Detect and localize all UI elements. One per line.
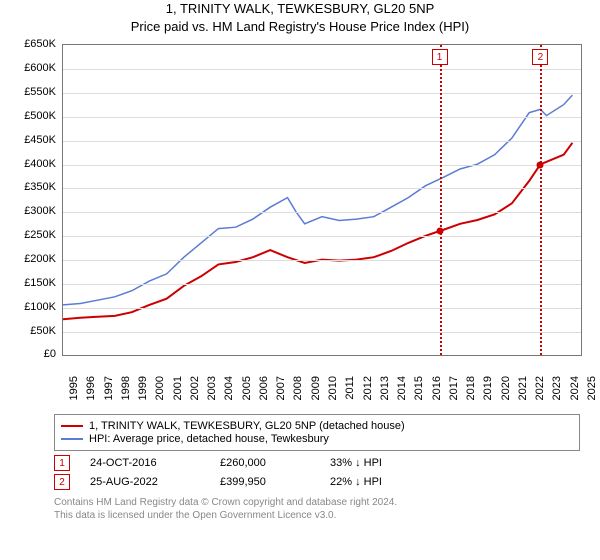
x-tick-label: 2012 <box>362 376 374 400</box>
y-tick-label: £400K <box>16 158 56 170</box>
x-tick-label: 2009 <box>310 376 322 400</box>
x-tick-label: 2003 <box>206 376 218 400</box>
chart-area: £0£50K£100K£150K£200K£250K£300K£350K£400… <box>16 44 584 354</box>
legend-label: HPI: Average price, detached house, Tewk… <box>89 433 329 445</box>
x-tick-label: 2005 <box>241 376 253 400</box>
y-tick-label: £450K <box>16 134 56 146</box>
legend-swatch <box>61 438 83 440</box>
y-tick-label: £350K <box>16 181 56 193</box>
sale-price: £260,000 <box>220 457 310 469</box>
x-tick-label: 2024 <box>569 376 581 400</box>
x-tick-label: 1999 <box>137 376 149 400</box>
y-tick-label: £50K <box>16 325 56 337</box>
x-tick-label: 2018 <box>465 376 477 400</box>
x-tick-label: 2001 <box>172 376 184 400</box>
y-tick-label: £650K <box>16 38 56 50</box>
x-tick-label: 2021 <box>517 376 529 400</box>
title-line1: 1, TRINITY WALK, TEWKESBURY, GL20 5NP <box>0 0 600 18</box>
x-tick-label: 2004 <box>224 376 236 400</box>
x-tick-label: 1998 <box>120 376 132 400</box>
legend: 1, TRINITY WALK, TEWKESBURY, GL20 5NP (d… <box>54 414 580 451</box>
legend-item: HPI: Average price, detached house, Tewk… <box>61 433 573 445</box>
footnote-line1: Contains HM Land Registry data © Crown c… <box>54 496 580 509</box>
sale-diff: 22% ↓ HPI <box>330 476 382 488</box>
legend-item: 1, TRINITY WALK, TEWKESBURY, GL20 5NP (d… <box>61 420 573 432</box>
series-line <box>63 95 572 305</box>
y-tick-label: £250K <box>16 229 56 241</box>
x-tick-label: 2020 <box>500 376 512 400</box>
y-tick-label: £0 <box>16 348 56 360</box>
chart-svg <box>63 45 581 355</box>
x-tick-label: 2022 <box>534 376 546 400</box>
x-tick-label: 2019 <box>483 376 495 400</box>
y-tick-label: £150K <box>16 277 56 289</box>
x-tick-label: 1995 <box>68 376 80 400</box>
sales-table: 1 24-OCT-2016 £260,000 33% ↓ HPI 2 25-AUG-202… <box>54 455 580 490</box>
sale-row: 1 24-OCT-2016 £260,000 33% ↓ HPI <box>54 455 580 471</box>
x-tick-label: 2007 <box>275 376 287 400</box>
x-tick-label: 2017 <box>448 376 460 400</box>
y-tick-label: £200K <box>16 253 56 265</box>
legend-label: 1, TRINITY WALK, TEWKESBURY, GL20 5NP (d… <box>89 420 405 432</box>
x-tick-label: 2023 <box>552 376 564 400</box>
sale-row-badge: 1 <box>54 455 70 471</box>
sale-badge: 1 <box>432 49 448 65</box>
x-tick-label: 2000 <box>155 376 167 400</box>
y-tick-label: £100K <box>16 301 56 313</box>
x-tick-label: 2013 <box>379 376 391 400</box>
sale-badge: 2 <box>532 49 548 65</box>
x-tick-label: 2011 <box>344 376 356 400</box>
x-tick-label: 2008 <box>293 376 305 400</box>
x-tick-label: 2002 <box>189 376 201 400</box>
x-tick-label: 2015 <box>414 376 426 400</box>
y-tick-label: £600K <box>16 62 56 74</box>
plot-region: 12 <box>62 44 582 356</box>
sale-date: 24-OCT-2016 <box>90 457 200 469</box>
x-tick-label: 1996 <box>86 376 98 400</box>
footnote-line2: This data is licensed under the Open Gov… <box>54 509 580 522</box>
sale-diff: 33% ↓ HPI <box>330 457 382 469</box>
x-tick-label: 2006 <box>258 376 270 400</box>
sale-row-badge: 2 <box>54 474 70 490</box>
sale-price: £399,950 <box>220 476 310 488</box>
x-tick-label: 1997 <box>103 376 115 400</box>
chart-title: 1, TRINITY WALK, TEWKESBURY, GL20 5NP Pr… <box>0 0 600 36</box>
sale-row: 2 25-AUG-2022 £399,950 22% ↓ HPI <box>54 474 580 490</box>
x-tick-label: 2014 <box>396 376 408 400</box>
footnote: Contains HM Land Registry data © Crown c… <box>54 496 580 522</box>
x-tick-label: 2016 <box>431 376 443 400</box>
y-tick-label: £550K <box>16 86 56 98</box>
x-tick-label: 2025 <box>586 376 598 400</box>
y-tick-label: £300K <box>16 205 56 217</box>
legend-swatch <box>61 425 83 427</box>
series-line <box>63 143 572 319</box>
title-line2: Price paid vs. HM Land Registry's House … <box>0 18 600 36</box>
y-tick-label: £500K <box>16 110 56 122</box>
sale-date: 25-AUG-2022 <box>90 476 200 488</box>
sale-point-dot <box>537 161 544 168</box>
x-tick-label: 2010 <box>327 376 339 400</box>
sale-point-dot <box>436 228 443 235</box>
